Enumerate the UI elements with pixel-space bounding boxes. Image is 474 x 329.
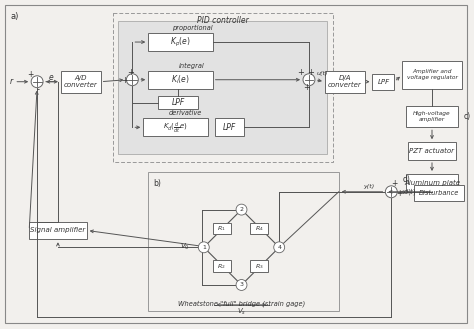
FancyBboxPatch shape [213, 260, 230, 272]
Text: proportional: proportional [172, 25, 212, 31]
Text: -: - [36, 85, 40, 94]
Text: $K_d(\frac{d}{dt}e)$: $K_d(\frac{d}{dt}e)$ [163, 120, 188, 135]
FancyBboxPatch shape [408, 142, 456, 160]
Text: c): c) [464, 112, 471, 121]
Text: High-voltage
amplifier: High-voltage amplifier [413, 111, 451, 122]
FancyBboxPatch shape [373, 74, 394, 89]
Text: Amplifier and
voltage regulator: Amplifier and voltage regulator [407, 69, 457, 80]
Text: 3: 3 [239, 283, 244, 288]
Text: u(t): u(t) [317, 71, 328, 76]
FancyBboxPatch shape [325, 71, 365, 92]
Text: +: + [121, 76, 128, 85]
Circle shape [274, 242, 285, 253]
Circle shape [385, 186, 397, 198]
Text: 4: 4 [277, 245, 281, 250]
Text: +: + [396, 189, 402, 198]
Circle shape [236, 204, 247, 215]
FancyBboxPatch shape [414, 185, 464, 201]
Text: +: + [27, 70, 33, 79]
Text: $K_i(e)$: $K_i(e)$ [171, 73, 190, 86]
Text: Wheatstone "full" bridge (strain gage): Wheatstone "full" bridge (strain gage) [178, 300, 305, 307]
FancyBboxPatch shape [250, 260, 268, 272]
FancyBboxPatch shape [61, 71, 100, 92]
Circle shape [303, 74, 315, 86]
Text: D/A
converter: D/A converter [328, 75, 362, 88]
Text: +: + [391, 179, 398, 188]
FancyBboxPatch shape [402, 61, 462, 89]
Text: Aluminum plate: Aluminum plate [404, 180, 460, 186]
Text: $R_3$: $R_3$ [255, 262, 264, 270]
FancyBboxPatch shape [406, 106, 458, 127]
FancyBboxPatch shape [118, 21, 327, 154]
Text: 2: 2 [239, 207, 244, 212]
Text: r: r [9, 77, 12, 86]
Text: +: + [127, 68, 134, 77]
Text: derivative: derivative [168, 111, 201, 116]
FancyBboxPatch shape [158, 96, 198, 110]
Text: LPF: LPF [172, 98, 185, 107]
FancyBboxPatch shape [29, 221, 87, 240]
Text: +: + [298, 68, 304, 77]
Text: +: + [303, 83, 310, 92]
Circle shape [236, 280, 247, 291]
Text: LPF: LPF [377, 79, 390, 85]
Text: PZT actuator: PZT actuator [410, 148, 455, 154]
FancyBboxPatch shape [406, 174, 458, 192]
Text: PID controller: PID controller [197, 16, 248, 25]
Text: A/D
converter: A/D converter [64, 75, 98, 88]
Circle shape [198, 242, 209, 253]
Text: $d(t)$: $d(t)$ [403, 186, 417, 197]
Text: 1: 1 [202, 245, 206, 250]
Text: +: + [308, 68, 314, 77]
Text: e: e [49, 73, 54, 82]
FancyBboxPatch shape [250, 222, 268, 234]
Text: b): b) [153, 179, 161, 188]
FancyBboxPatch shape [148, 33, 213, 51]
Text: a): a) [10, 12, 18, 21]
Text: d): d) [402, 175, 410, 184]
Text: $R_2$: $R_2$ [217, 262, 226, 270]
Text: $R_1$: $R_1$ [217, 224, 226, 233]
Text: LPF: LPF [223, 123, 236, 132]
Text: $R_4$: $R_4$ [255, 224, 264, 233]
Text: $K_p(e)$: $K_p(e)$ [170, 36, 191, 49]
Text: integral: integral [179, 63, 205, 69]
Text: Disturbance: Disturbance [419, 190, 459, 196]
FancyBboxPatch shape [215, 118, 245, 136]
Text: $V_0$: $V_0$ [180, 242, 190, 252]
Text: Signal amplifier: Signal amplifier [30, 227, 86, 234]
FancyBboxPatch shape [143, 118, 208, 136]
Text: $V_s$: $V_s$ [237, 307, 246, 317]
Circle shape [127, 74, 138, 86]
FancyBboxPatch shape [148, 71, 213, 89]
Text: y(t): y(t) [363, 184, 374, 189]
FancyBboxPatch shape [213, 222, 230, 234]
Circle shape [31, 76, 43, 88]
